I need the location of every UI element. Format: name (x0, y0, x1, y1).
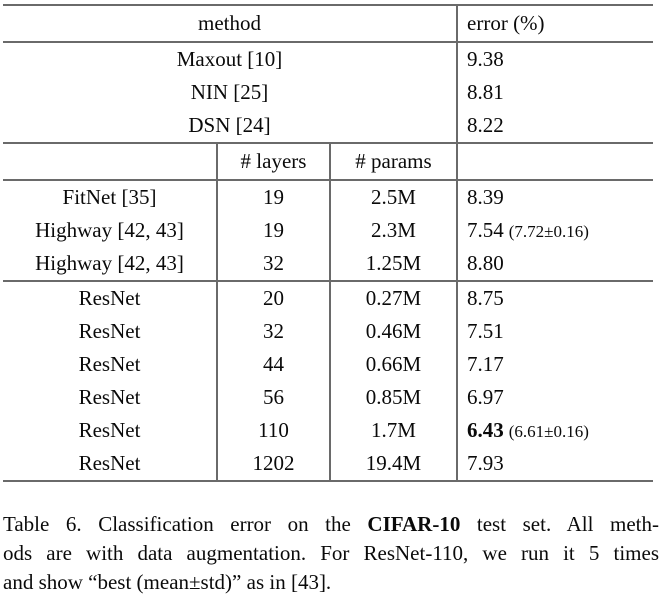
method-cell: ResNet (78, 286, 141, 310)
table-row-resnet-44: ResNet 44 0.66M 7.17 (3, 348, 654, 381)
error-value: 7.54 (467, 218, 504, 242)
subheader-empty-error (456, 143, 654, 181)
layers-cell: 110 (216, 414, 330, 447)
method-cell: DSN [24] (3, 109, 458, 144)
params-cell: 19.4M (328, 447, 458, 482)
layers-cell: 20 (216, 281, 330, 315)
error-column-header: error (%) (456, 4, 654, 43)
table-header-row: method error (%) (3, 4, 654, 43)
method-cell: ResNet (78, 418, 141, 442)
error-value: 7.93 (467, 451, 504, 475)
method-cell: NIN [25] (190, 80, 269, 104)
layers-cell: 19 (216, 214, 330, 247)
error-cell: 6.43 (6.61±0.16) (456, 414, 654, 447)
method-cell: ResNet (3, 447, 217, 482)
params-cell: 1.25M (328, 247, 458, 282)
params-cell: 0.46M (328, 315, 458, 348)
error-value: 8.75 (467, 286, 504, 310)
params-cell: 1.7M (328, 414, 458, 447)
best-error-value: 6.43 (467, 418, 504, 442)
method-cell: Highway [42, 43] (35, 218, 184, 242)
method-cell: ResNet (78, 352, 141, 376)
caption-dataset-name: CIFAR-10 (367, 512, 461, 536)
params-column-header: # params (328, 143, 458, 181)
table-row-dsn: DSN [24] 8.22 (3, 109, 654, 144)
params-cell: 2.3M (328, 214, 458, 247)
error-cell: 8.22 (456, 109, 654, 144)
layers-cell: 56 (216, 381, 330, 414)
method-cell: Maxout [10] (176, 47, 283, 71)
error-cell: 8.80 (456, 247, 654, 282)
table-row-nin: NIN [25] 8.81 (3, 76, 654, 109)
layers-cell: 19 (216, 180, 330, 214)
error-value: 8.80 (467, 251, 504, 275)
method-cell: ResNet (78, 319, 141, 343)
table-row-maxout: Maxout [10] 9.38 (3, 42, 654, 76)
caption-text: test set. All meth- (460, 512, 659, 536)
results-table: method error (%) Maxout [10] 9.38 NIN [2… (3, 4, 654, 482)
error-cell: 7.93 (456, 447, 654, 482)
caption-line-1: Table 6. Classification error on the CIF… (3, 510, 659, 539)
table-row-resnet-20: ResNet 20 0.27M 8.75 (3, 281, 654, 315)
method-cell: Highway [42, 43] (3, 247, 217, 282)
method-column-header: method (3, 4, 458, 43)
error-cell: 8.75 (456, 281, 654, 315)
params-cell: 0.66M (328, 348, 458, 381)
table-row-resnet-1202: ResNet 1202 19.4M 7.93 (3, 447, 654, 482)
params-cell: 2.5M (328, 180, 458, 214)
error-cell: 7.54 (7.72±0.16) (456, 214, 654, 247)
caption-line-3: and show “best (mean±std)” as in [43]. (3, 570, 332, 594)
table-row-resnet-32: ResNet 32 0.46M 7.51 (3, 315, 654, 348)
error-cell: 8.39 (456, 180, 654, 214)
error-cell: 7.17 (456, 348, 654, 381)
layers-column-header: # layers (216, 143, 330, 181)
table-row-fitnet: FitNet [35] 19 2.5M 8.39 (3, 180, 654, 214)
table-row-resnet-110: ResNet 110 1.7M 6.43 (6.61±0.16) (3, 414, 654, 447)
error-value: 8.39 (467, 185, 504, 209)
error-value: 7.17 (467, 352, 504, 376)
caption-text: Table 6. Classification error on the (3, 512, 368, 536)
error-std-note: (7.72±0.16) (508, 222, 589, 241)
table-row-resnet-56: ResNet 56 0.85M 6.97 (3, 381, 654, 414)
error-cell: 7.51 (456, 315, 654, 348)
table-subheader-row: # layers # params (3, 143, 654, 181)
error-cell: 6.97 (456, 381, 654, 414)
table-caption: Table 6. Classification error on the CIF… (3, 510, 659, 597)
layers-cell: 32 (216, 315, 330, 348)
params-cell: 0.85M (328, 381, 458, 414)
subheader-empty-method (3, 143, 217, 181)
error-value: 7.51 (467, 319, 504, 343)
method-cell: ResNet (78, 385, 141, 409)
error-std-note: (6.61±0.16) (508, 422, 589, 441)
params-cell: 0.27M (328, 281, 458, 315)
paper-page: method error (%) Maxout [10] 9.38 NIN [2… (0, 4, 662, 598)
caption-line-2: ods are with data augmentation. For ResN… (3, 541, 659, 565)
table-row-highway-19: Highway [42, 43] 19 2.3M 7.54 (7.72±0.16) (3, 214, 654, 247)
error-cell: 9.38 (456, 42, 654, 76)
layers-cell: 1202 (216, 447, 330, 482)
table-row-highway-32: Highway [42, 43] 32 1.25M 8.80 (3, 247, 654, 282)
layers-cell: 44 (216, 348, 330, 381)
error-value: 6.97 (467, 385, 504, 409)
error-cell: 8.81 (456, 76, 654, 109)
layers-cell: 32 (216, 247, 330, 282)
method-cell: FitNet [35] (62, 185, 157, 209)
